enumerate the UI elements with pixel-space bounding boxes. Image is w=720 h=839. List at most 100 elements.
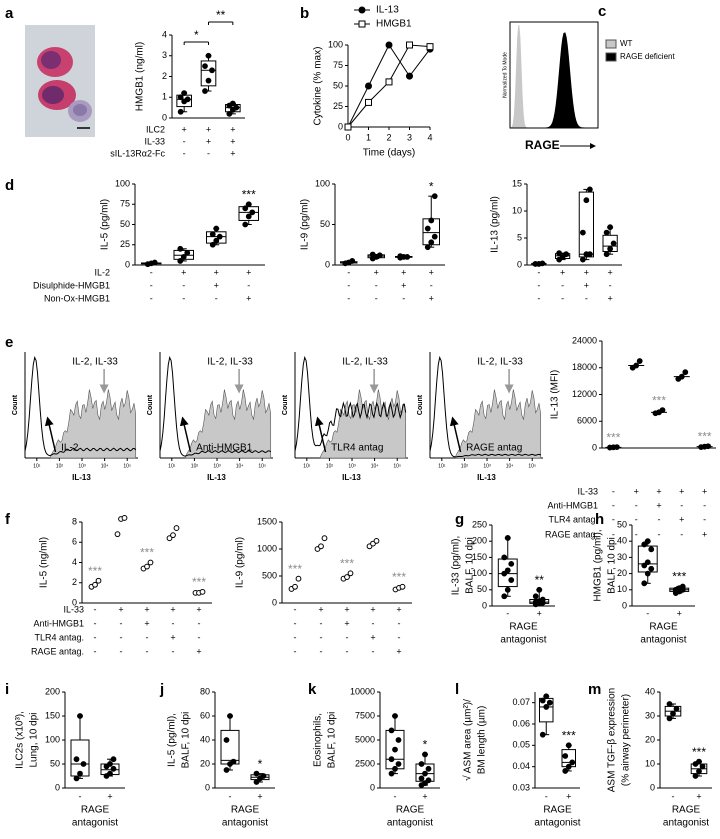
x-axis-label: IL-13 xyxy=(207,473,226,482)
data-point xyxy=(395,737,402,743)
condition-sign: + xyxy=(144,618,149,628)
condition-name: ILC2 xyxy=(146,124,165,134)
data-point xyxy=(539,697,546,704)
histogram-label: IL-2, IL-33 xyxy=(72,357,118,368)
y-tick-label: 0 xyxy=(205,782,210,792)
x-tick-label: 1 xyxy=(366,132,371,142)
y-tick-label: 10 xyxy=(645,758,655,768)
data-point xyxy=(373,538,380,544)
condition-sign: - xyxy=(646,608,649,618)
legend-label: RAGE deficient xyxy=(620,52,675,61)
y-axis-label: BALF, 10 dpi xyxy=(607,537,618,594)
condition-sign: + xyxy=(246,267,251,277)
condition-sign: - xyxy=(347,293,350,303)
y-axis-label: IL-9 (pg/ml) xyxy=(235,537,246,588)
y-tick-label: 0.04 xyxy=(512,761,530,771)
data-point xyxy=(242,221,249,228)
x-axis-label: RAGE xyxy=(543,805,572,816)
condition-sign: - xyxy=(346,646,349,656)
y-tick-label: 60 xyxy=(200,710,210,720)
data-point xyxy=(392,713,398,719)
condition-sign: + xyxy=(206,136,211,146)
data-point xyxy=(501,554,508,561)
data-point xyxy=(213,225,220,232)
data-point xyxy=(223,737,230,743)
data-point xyxy=(177,245,184,252)
data-point xyxy=(607,245,614,252)
y-tick-label: 500 xyxy=(262,570,277,580)
condition-sign: - xyxy=(94,632,97,642)
data-point xyxy=(603,229,610,236)
histogram-label: Anti-HMGB1 xyxy=(196,443,253,454)
data-point xyxy=(644,570,651,577)
x-axis-label: RAGE xyxy=(509,622,538,633)
y-axis-label: IL-5 (pg/ml) xyxy=(100,199,111,250)
y-tick-label: 30 xyxy=(617,552,627,562)
condition-sign: - xyxy=(294,604,297,614)
y-tick-label: 200 xyxy=(472,536,487,546)
y-tick-label: 50 xyxy=(617,519,627,529)
condition-sign: + xyxy=(429,293,434,303)
data-point xyxy=(321,535,328,542)
arrow xyxy=(179,416,192,453)
histogram xyxy=(159,355,272,457)
condition-sign: - xyxy=(506,608,509,618)
significance: *** xyxy=(340,556,354,570)
data-point xyxy=(395,761,402,767)
x-tick-label: 10¹ xyxy=(303,463,311,469)
y-tick-label: 0.07 xyxy=(512,697,530,707)
significance: *** xyxy=(692,745,706,759)
condition-sign: + xyxy=(537,608,542,618)
data-point xyxy=(666,715,673,722)
data-point xyxy=(114,531,121,538)
data-point xyxy=(347,570,354,577)
data-point xyxy=(426,43,434,51)
data-point xyxy=(95,577,102,584)
x-tick-label: 10⁵ xyxy=(393,463,401,469)
data-point xyxy=(607,224,614,231)
condition-sign: - xyxy=(207,148,210,158)
data-point xyxy=(245,213,252,220)
condition-sign: - xyxy=(375,280,378,290)
condition-sign: + xyxy=(257,791,262,801)
condition-sign: - xyxy=(229,791,232,801)
x-tick-label: 10⁵ xyxy=(123,463,131,469)
micrograph xyxy=(25,25,95,137)
data-point xyxy=(110,765,117,772)
nucleus xyxy=(42,86,64,104)
y-tick-label: 0 xyxy=(272,597,277,607)
x-axis-label: RAGE xyxy=(649,622,678,633)
data-point xyxy=(369,251,376,258)
x-tick-label: 10⁴ xyxy=(371,463,379,469)
data-point xyxy=(532,593,539,600)
condition-name: sIL-13Rα2-Fc xyxy=(110,148,165,158)
condition-sign: + xyxy=(401,280,406,290)
condition-sign: + xyxy=(677,608,682,618)
x-axis-label: RAGE xyxy=(231,805,260,816)
condition-sign: - xyxy=(294,632,297,642)
condition-sign: - xyxy=(294,618,297,628)
y-tick-label: 100 xyxy=(115,178,130,188)
condition-sign: - xyxy=(372,646,375,656)
condition-sign: + xyxy=(214,280,219,290)
data-point xyxy=(583,197,590,204)
panel-letter: m xyxy=(588,681,601,698)
data-point xyxy=(425,777,432,784)
x-axis-label: RAGE xyxy=(81,805,110,816)
condition-sign: - xyxy=(635,514,638,524)
condition-sign: - xyxy=(372,618,375,628)
data-point xyxy=(422,770,428,777)
y-tick-label: 3 xyxy=(162,50,167,60)
y-tick-label: 0 xyxy=(325,259,330,269)
x-axis-label: IL-13 xyxy=(477,473,496,482)
significance: *** xyxy=(606,430,620,444)
y-tick-label: 20 xyxy=(645,734,655,744)
y-tick-label: 12000 xyxy=(572,389,597,399)
histogram xyxy=(454,389,542,459)
y-tick-label: 75 xyxy=(333,60,343,70)
condition-sign: - xyxy=(120,618,123,628)
data-point xyxy=(539,596,546,603)
x-tick-label: 0 xyxy=(345,132,350,142)
condition-sign: - xyxy=(703,500,706,510)
